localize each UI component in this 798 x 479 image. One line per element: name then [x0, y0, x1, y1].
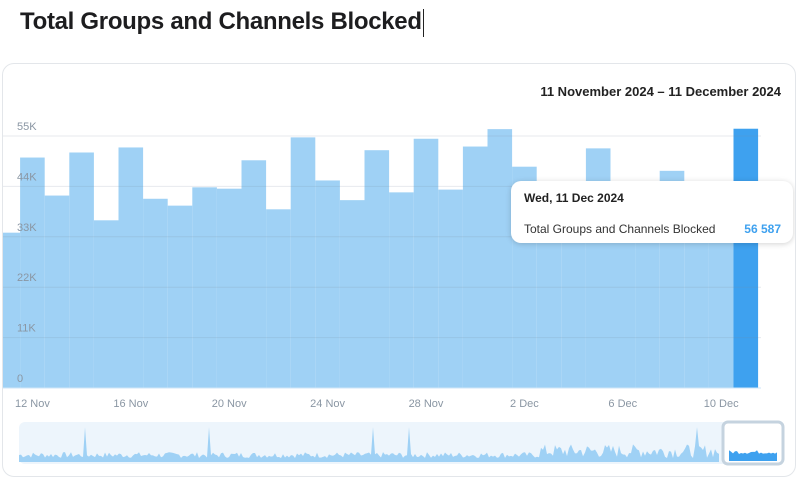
tooltip-value: 56 587 — [744, 222, 781, 236]
x-tick-label: 6 Dec — [608, 398, 637, 410]
x-tick-label: 2 Dec — [510, 398, 539, 410]
x-tick-label: 24 Nov — [310, 398, 345, 410]
y-tick-label: 0 — [17, 373, 23, 385]
y-tick-label: 44K — [17, 171, 37, 183]
x-tick-label: 16 Nov — [113, 398, 148, 410]
bar-25-nov[interactable] — [339, 200, 365, 388]
bar-13-nov[interactable] — [44, 195, 70, 388]
bar-18-nov[interactable] — [167, 205, 193, 388]
x-tick-label: 12 Nov — [15, 398, 50, 410]
date-range: 11 November 2024 – 11 December 2024 — [540, 84, 781, 99]
bar-29-nov[interactable] — [438, 189, 463, 388]
y-tick-label: 33K — [17, 222, 37, 234]
bar-11-nov[interactable] — [3, 232, 21, 388]
bar-14-nov[interactable] — [69, 152, 94, 388]
bar-19-nov[interactable] — [192, 187, 217, 388]
bar-17-nov[interactable] — [143, 198, 168, 388]
bar-12-nov[interactable] — [20, 157, 45, 388]
page-title: Total Groups and Channels Blocked — [20, 8, 424, 37]
bar-23-nov[interactable] — [290, 137, 316, 388]
bar-30-nov[interactable] — [462, 146, 488, 388]
bar-16-nov[interactable] — [118, 147, 144, 388]
bar-27-nov[interactable] — [389, 192, 414, 388]
tooltip-date: Wed, 11 Dec 2024 — [524, 191, 624, 205]
bar-chart: 0 11K 22K 33K 44K 55K 12 Nov 16 Nov 20 Nov 24 Nov… — [3, 121, 785, 466]
navigator-sparkline — [19, 427, 719, 462]
bar-15-nov[interactable] — [93, 220, 119, 388]
bar-21-nov[interactable] — [241, 160, 267, 388]
bar-20-nov[interactable] — [216, 188, 242, 388]
bar-22-nov[interactable] — [266, 209, 291, 388]
chart-card: 11 November 2024 – 11 December 2024 0 11K… — [2, 63, 796, 477]
chart-tooltip: Wed, 11 Dec 2024 Total Groups and Channe… — [511, 181, 793, 243]
y-tick-label: 11K — [17, 323, 36, 335]
y-tick-label: 55K — [17, 121, 37, 133]
page-title-text: Total Groups and Channels Blocked — [20, 8, 422, 35]
bar-11-dec[interactable] — [733, 128, 759, 389]
tooltip-label: Total Groups and Channels Blocked — [524, 222, 716, 236]
bar-24-nov[interactable] — [315, 180, 340, 388]
x-tick-label: 28 Nov — [409, 398, 444, 410]
bar-1-dec[interactable] — [487, 129, 513, 389]
text-caret — [422, 8, 424, 37]
x-tick-label: 10 Dec — [704, 398, 739, 410]
y-tick-label: 22K — [17, 272, 37, 284]
bar-28-nov[interactable] — [413, 138, 439, 388]
bar-26-nov[interactable] — [364, 150, 390, 388]
x-tick-label: 20 Nov — [212, 398, 247, 410]
navigator-selected-sparkline — [729, 450, 777, 461]
